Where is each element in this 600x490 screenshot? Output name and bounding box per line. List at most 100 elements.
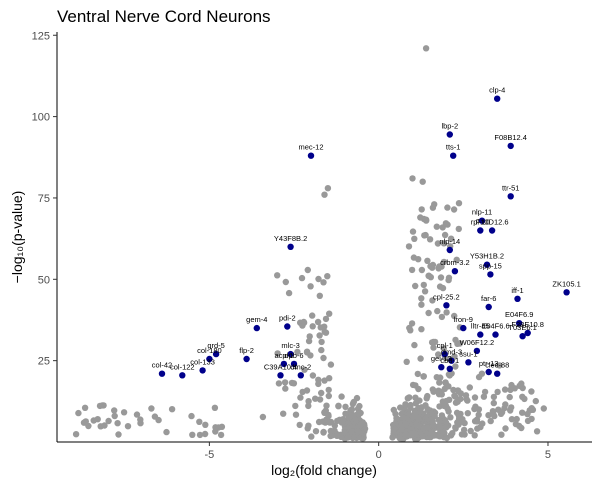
background-point — [163, 428, 170, 436]
background-point — [441, 416, 449, 424]
background-point — [148, 405, 155, 412]
background-point — [115, 431, 122, 438]
gene-label: ssu-1 — [459, 349, 477, 358]
background-point — [335, 403, 342, 410]
gene-point-dmd-3 — [448, 357, 455, 364]
background-point — [435, 416, 443, 424]
background-point — [450, 206, 458, 213]
y-tick-label: 100 — [32, 112, 50, 124]
background-point — [459, 416, 466, 423]
background-point — [324, 185, 332, 192]
background-point — [337, 431, 344, 438]
gene-point-iff-1 — [514, 295, 521, 302]
background-point — [75, 409, 82, 417]
background-point — [321, 409, 328, 416]
background-point — [409, 175, 416, 182]
background-point — [445, 383, 452, 390]
background-point — [498, 431, 505, 438]
gene-point-dpb-6 — [290, 360, 298, 368]
background-point — [305, 398, 312, 405]
gene-label: C39A10.4 — [264, 362, 297, 371]
background-point — [512, 420, 520, 428]
background-point — [312, 428, 320, 435]
background-point — [309, 323, 316, 330]
gene-point-mec-12 — [307, 152, 315, 159]
background-point — [427, 263, 434, 270]
gene-point-flp-2 — [243, 355, 250, 363]
background-point — [402, 431, 409, 439]
background-point — [456, 340, 464, 347]
background-point — [81, 404, 89, 411]
gene-point-spp-15 — [487, 271, 494, 278]
gene-point-Y53H1B.2 — [483, 261, 491, 268]
background-point — [418, 326, 425, 333]
gene-label: crbm-3.2 — [440, 258, 470, 267]
background-point — [412, 282, 419, 290]
gene-point-acp-1 — [280, 360, 288, 368]
background-point — [494, 388, 501, 396]
gene-point-col-122 — [179, 372, 186, 379]
background-point — [292, 411, 300, 418]
background-point — [355, 428, 362, 436]
gene-point-tts-1 — [450, 152, 457, 159]
background-point — [416, 397, 423, 404]
background-point — [496, 362, 503, 369]
background-point — [518, 380, 525, 387]
background-point — [275, 380, 283, 387]
gene-label: ZK105.1 — [552, 279, 580, 288]
background-point — [137, 416, 144, 423]
background-point — [349, 400, 357, 408]
background-point — [418, 295, 425, 302]
background-point — [410, 254, 418, 261]
background-point — [414, 370, 421, 378]
background-point — [457, 395, 464, 403]
background-point — [168, 406, 176, 413]
background-point — [533, 428, 541, 435]
background-point — [423, 217, 430, 224]
background-point — [437, 274, 445, 281]
background-point — [467, 427, 474, 435]
background-point — [292, 402, 299, 410]
gene-point-rpl-10 — [477, 227, 484, 234]
background-point — [440, 428, 447, 436]
background-point — [425, 309, 432, 317]
background-point — [417, 355, 424, 362]
highlighted-labels: clp-4 lbp-2 F08B12.4 tts-1 mec-12 ttr-51 nlp-1… — [152, 86, 581, 372]
background-point — [318, 346, 325, 354]
background-point — [435, 387, 442, 394]
background-point — [466, 384, 473, 391]
background-point — [436, 433, 444, 440]
background-point — [315, 275, 322, 283]
gene-label: lron-9 — [454, 315, 473, 324]
background-point — [408, 266, 416, 274]
background-point — [397, 404, 404, 411]
background-point — [490, 393, 498, 401]
background-point — [348, 428, 355, 435]
background-point — [405, 243, 413, 250]
gene-point-col-180 — [206, 355, 213, 363]
background-point — [300, 319, 308, 326]
gene-label: dmc-2 — [290, 362, 311, 371]
background-point — [105, 417, 112, 425]
background-point — [315, 380, 322, 388]
background-point — [454, 419, 461, 426]
background-point — [412, 409, 419, 416]
background-point — [322, 329, 330, 336]
background-point — [451, 312, 458, 320]
background-point — [447, 235, 455, 242]
background-point — [315, 418, 323, 426]
background-point — [434, 307, 441, 315]
gene-point-mlc-3 — [287, 350, 294, 358]
background-point — [440, 345, 447, 352]
background-point — [508, 416, 516, 423]
background-point — [356, 402, 363, 410]
background-point — [402, 421, 410, 428]
gene-label: F10D12.6 — [476, 218, 509, 227]
background-point — [320, 429, 327, 436]
x-tick-label: -5 — [204, 449, 214, 461]
gene-point-dmc-2 — [297, 372, 304, 379]
background-point — [489, 408, 497, 415]
gene-point-cpl-1 — [441, 350, 448, 358]
background-point — [462, 392, 470, 399]
background-point — [455, 387, 462, 395]
